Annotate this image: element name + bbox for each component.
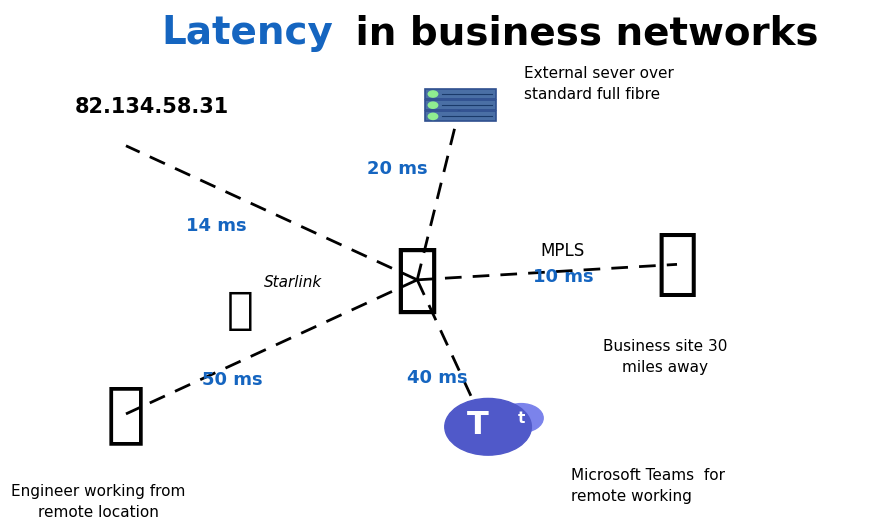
Circle shape	[429, 102, 437, 108]
Text: MPLS: MPLS	[541, 242, 585, 260]
Text: 50 ms: 50 ms	[202, 371, 263, 389]
Text: T: T	[467, 410, 489, 441]
Circle shape	[429, 114, 437, 119]
Text: 82.134.58.31: 82.134.58.31	[75, 97, 229, 117]
Text: External sever over
standard full fibre: External sever over standard full fibre	[524, 66, 673, 102]
Text: 20 ms: 20 ms	[367, 160, 428, 178]
Circle shape	[445, 399, 531, 455]
Text: Engineer working from
remote location: Engineer working from remote location	[11, 484, 185, 520]
Circle shape	[429, 91, 437, 97]
Text: Latency: Latency	[161, 14, 333, 52]
FancyBboxPatch shape	[425, 111, 496, 121]
Text: 👷: 👷	[106, 381, 146, 447]
Text: 14 ms: 14 ms	[186, 216, 247, 235]
Text: Business site 30
miles away: Business site 30 miles away	[603, 339, 728, 375]
Text: 40 ms: 40 ms	[407, 369, 467, 387]
FancyBboxPatch shape	[425, 100, 496, 110]
Text: Starlink: Starlink	[264, 275, 322, 290]
Circle shape	[499, 403, 543, 432]
FancyBboxPatch shape	[425, 89, 496, 99]
Text: 💻: 💻	[395, 243, 440, 316]
Text: in business networks: in business networks	[342, 14, 819, 52]
Text: 10 ms: 10 ms	[533, 268, 594, 286]
Text: t: t	[518, 411, 525, 426]
Text: 🛰️: 🛰️	[227, 289, 253, 332]
Text: Microsoft Teams  for
remote working: Microsoft Teams for remote working	[571, 468, 725, 504]
Text: 🏢: 🏢	[655, 230, 699, 299]
